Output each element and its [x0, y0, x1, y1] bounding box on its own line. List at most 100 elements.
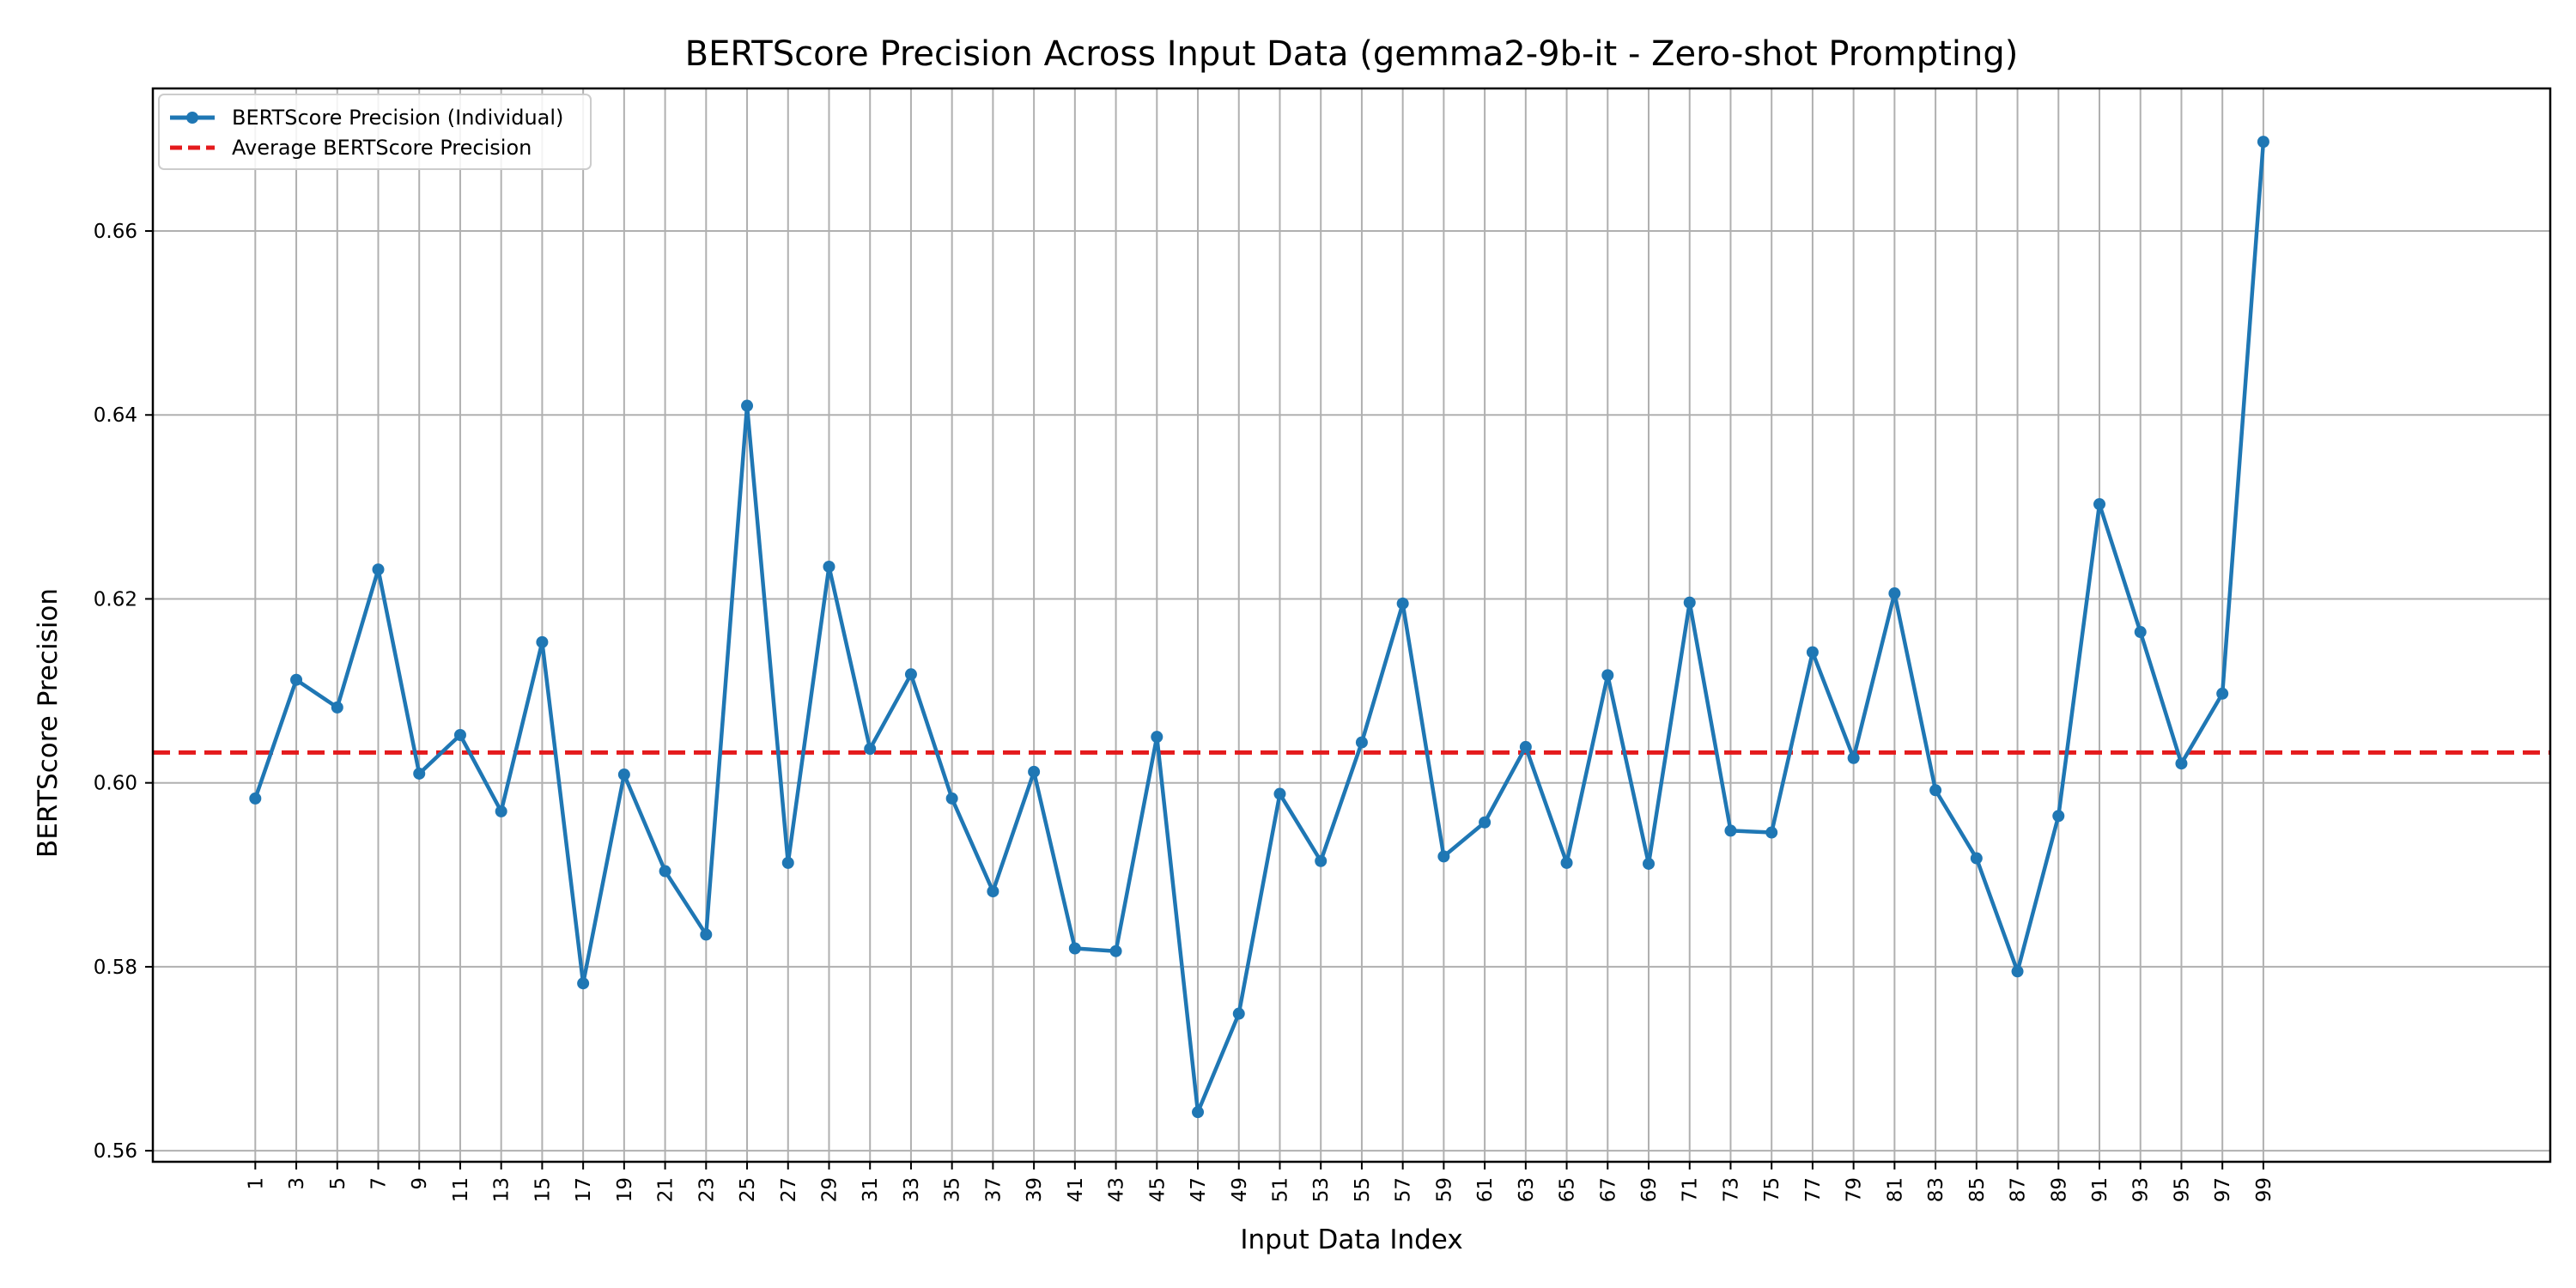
precision-point: [1151, 731, 1163, 744]
precision-point: [1643, 857, 1656, 870]
precision-point: [1806, 646, 1819, 659]
precision-point: [372, 563, 385, 576]
precision-point: [659, 865, 671, 878]
precision-point: [1396, 597, 1409, 610]
x-tick-label: 3: [286, 1177, 308, 1190]
x-tick-label: 67: [1597, 1177, 1619, 1202]
series-layer: [249, 136, 2269, 1119]
precision-point: [1315, 854, 1327, 867]
precision-point: [987, 885, 999, 898]
x-tick-label: 25: [737, 1177, 759, 1202]
precision-point: [1601, 669, 1614, 682]
x-tick-label: 13: [491, 1177, 513, 1202]
x-tick-label: 47: [1188, 1177, 1210, 1202]
precision-point: [741, 399, 754, 412]
x-tick-label: 49: [1229, 1177, 1251, 1202]
precision-point: [2052, 810, 2065, 823]
x-axis-label: Input Data Index: [1240, 1224, 1462, 1255]
x-tick-label: 5: [327, 1177, 349, 1190]
precision-point: [2011, 965, 2024, 978]
chart-title: BERTScore Precision Across Input Data (g…: [685, 34, 2019, 74]
precision-point: [1355, 736, 1368, 749]
x-tick-label: 57: [1393, 1177, 1415, 1202]
x-tick-label: 1: [245, 1177, 267, 1190]
x-tick-label: 75: [1761, 1177, 1783, 1202]
precision-point: [781, 856, 794, 869]
precision-point: [249, 792, 262, 805]
precision-point: [864, 743, 877, 756]
precision-point: [1683, 596, 1696, 609]
x-tick-label: 27: [778, 1177, 800, 1202]
x-axis-ticks: 1 3 5 7 9 11 13 15 17 19 21 23 25 27 29 31 33 35 37 39 41 43 4…: [245, 1162, 2275, 1202]
y-tick-label: 0.64: [94, 404, 137, 427]
legend-label-individual: BERTScore Precision (Individual): [232, 106, 563, 130]
precision-point: [453, 728, 466, 741]
x-tick-label: 79: [1844, 1177, 1866, 1202]
plot-frame: [151, 87, 2552, 1163]
legend: BERTScore Precision (Individual) Average…: [158, 94, 592, 170]
x-tick-label: 63: [1516, 1177, 1538, 1202]
x-tick-label: 87: [2008, 1177, 2030, 1202]
x-tick-label: 53: [1310, 1177, 1333, 1202]
precision-point: [1479, 816, 1492, 829]
x-tick-label: 33: [901, 1177, 923, 1202]
precision-point: [823, 560, 835, 573]
x-tick-label: 9: [409, 1177, 431, 1190]
precision-point: [1068, 942, 1081, 955]
precision-point: [617, 769, 630, 781]
x-tick-label: 45: [1146, 1177, 1169, 1202]
precision-point: [1273, 787, 1286, 800]
precision-point: [1437, 850, 1450, 863]
x-tick-label: 39: [1024, 1177, 1046, 1202]
x-tick-label: 35: [942, 1177, 964, 1202]
precision-series-line: [253, 141, 2266, 1115]
x-tick-label: 51: [1269, 1177, 1291, 1202]
precision-point: [1560, 856, 1573, 869]
precision-point: [2175, 757, 2188, 770]
precision-point: [1765, 826, 1778, 839]
precision-point: [1929, 784, 1942, 797]
x-tick-label: 15: [532, 1177, 554, 1202]
x-tick-label: 81: [1884, 1177, 1906, 1202]
x-tick-label: 59: [1433, 1177, 1455, 1202]
precision-point: [1232, 1007, 1245, 1020]
legend-marker-individual: [186, 112, 198, 124]
precision-point: [904, 668, 917, 681]
x-tick-label: 29: [818, 1177, 841, 1202]
x-tick-label: 41: [1065, 1177, 1087, 1202]
x-tick-label: 97: [2212, 1177, 2234, 1202]
x-tick-label: 11: [450, 1177, 472, 1202]
x-tick-label: 37: [982, 1177, 1005, 1202]
x-tick-label: 55: [1352, 1177, 1374, 1202]
x-tick-label: 73: [1720, 1177, 1742, 1202]
x-tick-label: 77: [1802, 1177, 1825, 1202]
x-tick-label: 61: [1474, 1177, 1497, 1202]
y-axis-label: BERTScore Precision: [33, 588, 64, 858]
y-axis-ticks: 0.56 0.58 0.60 0.62 0.64 0.66: [94, 221, 153, 1163]
precision-point: [331, 701, 343, 714]
legend-box: [158, 94, 592, 170]
precision-point: [495, 805, 507, 817]
x-tick-label: 83: [1925, 1177, 1947, 1202]
x-tick-label: 17: [573, 1177, 595, 1202]
y-tick-label: 0.66: [94, 221, 137, 243]
precision-point: [1724, 824, 1737, 837]
y-tick-label: 0.62: [94, 588, 137, 611]
x-tick-label: 23: [696, 1177, 718, 1202]
x-tick-label: 71: [1680, 1177, 1702, 1202]
x-tick-label: 31: [860, 1177, 882, 1202]
precision-point: [1519, 740, 1532, 753]
precision-point: [700, 928, 713, 941]
precision-point: [2216, 687, 2229, 700]
x-tick-label: 91: [2089, 1177, 2111, 1202]
x-tick-label: 93: [2130, 1177, 2153, 1202]
precision-point: [413, 767, 426, 780]
precision-point: [2134, 626, 2147, 639]
precision-point: [577, 977, 590, 990]
x-tick-label: 19: [614, 1177, 636, 1202]
x-tick-label: 69: [1638, 1177, 1661, 1202]
precision-point: [2093, 498, 2106, 511]
legend-label-average: Average BERTScore Precision: [232, 136, 532, 160]
